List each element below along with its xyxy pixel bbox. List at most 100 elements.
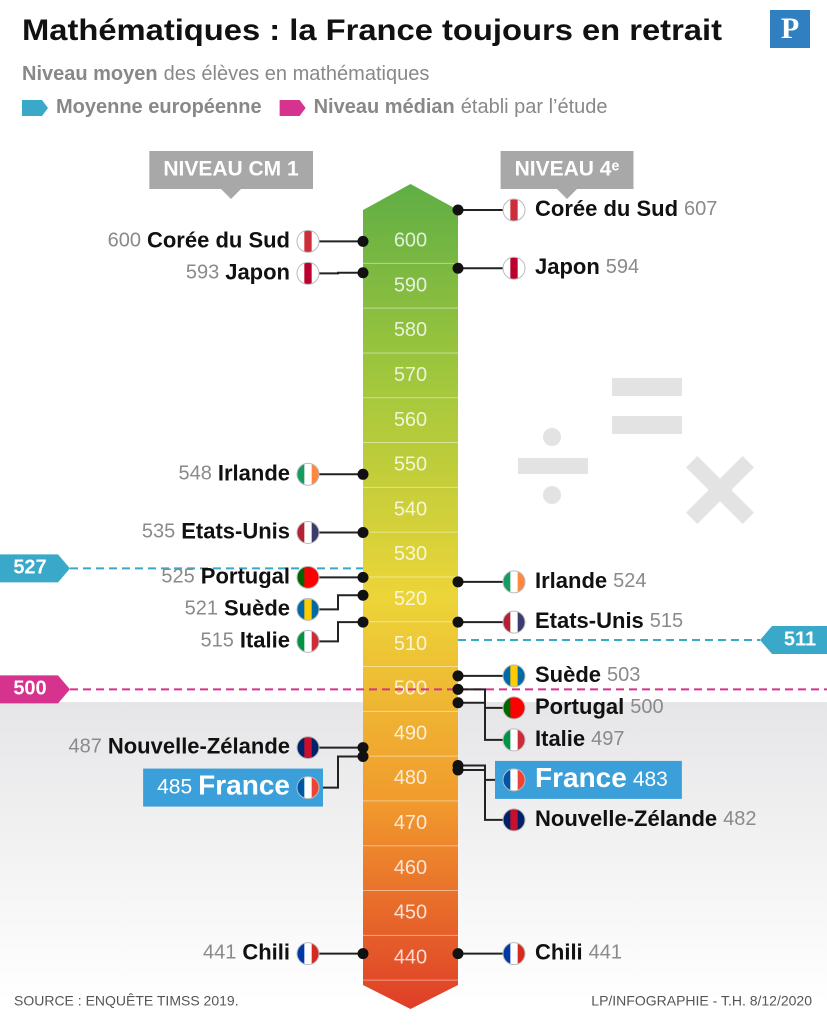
flag — [502, 696, 526, 720]
country-label: 487 Nouvelle-Zélande — [68, 733, 290, 758]
flag-stripe — [503, 199, 511, 221]
flag-stripe — [517, 664, 525, 687]
tick-label: 560 — [394, 409, 427, 431]
legend-label: Moyenne européenne — [56, 96, 262, 118]
flag-rim — [502, 768, 526, 792]
flag-stripe — [510, 664, 519, 687]
flag-stripe — [517, 728, 525, 751]
flag-rim — [502, 664, 526, 688]
tick-label: 550 — [394, 454, 427, 476]
country-label: 535 Etats-Unis — [142, 518, 290, 543]
flag-stripe — [517, 808, 525, 831]
connector — [308, 594, 363, 611]
tick-label: 580 — [394, 319, 427, 341]
tick-label: 570 — [394, 364, 427, 386]
value-label: 441 — [589, 942, 622, 964]
flag-rim — [296, 629, 320, 653]
flag-stripe — [510, 611, 519, 634]
label-text: Portugal 500 — [535, 694, 664, 719]
flag-stripe — [304, 566, 313, 589]
country-name: Etats-Unis — [181, 518, 290, 543]
legend-icon — [279, 100, 306, 116]
flag — [296, 521, 320, 545]
flag-stripe — [510, 570, 519, 593]
country-name: France — [198, 770, 290, 801]
country-label: Nouvelle-Zélande 482 — [535, 806, 757, 831]
country-name: Italie — [240, 627, 290, 652]
tick-label: 440 — [394, 946, 427, 968]
country-label: Chili 441 — [535, 939, 622, 964]
country-label: Japon 594 — [535, 254, 639, 279]
logo-box — [770, 10, 810, 48]
country-label: 515 Italie — [200, 627, 290, 652]
flag-stripe — [311, 630, 319, 653]
value-label: 593 — [186, 262, 219, 284]
flag-stripe — [503, 768, 511, 791]
flag-stripe — [517, 942, 525, 965]
country-label: Corée du Sud 607 — [535, 196, 717, 221]
flag-stripe — [304, 630, 313, 653]
label-text: 441 Chili — [203, 939, 290, 964]
flag — [502, 808, 526, 832]
country-name: Suède — [224, 595, 290, 620]
country-name: Portugal — [201, 563, 290, 588]
label-text: France 483 — [535, 762, 668, 793]
flag-stripe — [517, 199, 525, 221]
flag-stripe — [517, 696, 525, 719]
value-dot — [452, 697, 464, 709]
credit: LP/INFOGRAPHIE - T.H. 8/12/2020 — [591, 993, 812, 1009]
tick-label: 540 — [394, 498, 427, 520]
flag — [502, 768, 526, 792]
flag — [296, 736, 320, 760]
value-dot — [357, 571, 369, 583]
country-label: 600 Corée du Sud — [108, 227, 290, 252]
country-name: Portugal — [535, 694, 624, 719]
value-dot — [357, 751, 369, 763]
flag-stripe — [311, 598, 319, 621]
value-dot — [357, 267, 369, 279]
flag-stripe — [297, 776, 305, 799]
source: SOURCE : ENQUÊTE TIMSS 2019. — [14, 993, 239, 1009]
value-dot — [452, 948, 464, 960]
label-text: 485 France — [157, 770, 290, 801]
flag-rim — [502, 728, 526, 752]
flag-stripe — [311, 776, 319, 799]
flag-rim — [502, 256, 526, 280]
value-label: 594 — [606, 257, 639, 279]
value-label: 525 — [161, 566, 194, 588]
value-dot — [357, 468, 369, 480]
value-dot — [357, 527, 369, 539]
tick-label: 480 — [394, 767, 427, 789]
value-label: 500 — [630, 696, 663, 718]
country-name: Nouvelle-Zélande — [108, 733, 290, 758]
flag — [296, 597, 320, 621]
value-label: 503 — [607, 664, 640, 686]
value-label: 548 — [178, 463, 211, 485]
value-label: 483 — [633, 767, 668, 790]
reference-label: 500 — [13, 678, 46, 700]
country-name: Chili — [535, 939, 583, 964]
value-dot — [357, 235, 369, 247]
value-dot — [452, 683, 464, 695]
flag-rim — [296, 261, 320, 285]
flag-stripe — [311, 736, 319, 759]
label-text: 548 Irlande — [178, 460, 290, 485]
tick-label: 590 — [394, 274, 427, 296]
country-label: Portugal 500 — [535, 694, 664, 719]
legend-name: Moyenne européenne — [56, 96, 262, 118]
legend-rest: établi par l’étude — [461, 96, 608, 118]
reference-tag — [0, 675, 70, 704]
flag-stripe — [503, 570, 511, 593]
label-text: Etats-Unis 515 — [535, 608, 683, 633]
reference-label: 527 — [13, 557, 46, 579]
highlight-box — [143, 768, 323, 807]
series-header-box — [149, 151, 313, 199]
flag-stripe — [311, 463, 319, 486]
legend-label: Niveau médian établi par l’étude — [314, 96, 608, 118]
flag — [502, 728, 526, 752]
flag-stripe — [503, 664, 511, 687]
label-text: Suède 503 — [535, 662, 640, 687]
value-label: 485 — [157, 775, 192, 798]
series-name: NIVEAU 4ᵉ — [515, 158, 620, 181]
country-name: Italie — [535, 726, 585, 751]
